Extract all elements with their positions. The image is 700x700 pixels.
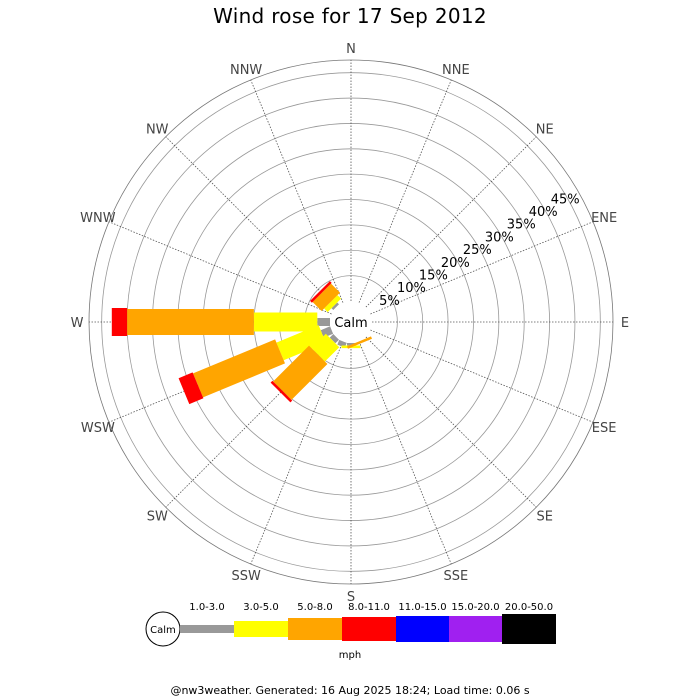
legend-swatch-5.0-8.0 xyxy=(288,618,342,640)
legend-bin-label: 11.0-15.0 xyxy=(398,602,446,613)
spoke-ese xyxy=(370,329,594,423)
bar-sse-5.0-8.0 xyxy=(347,336,372,349)
direction-label-sw: SW xyxy=(147,510,168,525)
direction-label-n: N xyxy=(346,42,356,57)
spoke-ne xyxy=(365,136,537,308)
legend-bin-label: 20.0-50.0 xyxy=(505,602,553,613)
page-title: Wind rose for 17 Sep 2012 xyxy=(213,4,487,28)
percent-label: 40% xyxy=(529,205,558,220)
bar-nw-8.0-11.0 xyxy=(310,281,332,303)
bar-w-1.0-3.0 xyxy=(317,318,330,326)
spoke-ene xyxy=(370,221,594,315)
bar-nw-5.0-8.0 xyxy=(312,283,340,311)
bar-wsw-8.0-11.0 xyxy=(178,372,204,405)
legend-calm-label: Calm xyxy=(150,625,176,636)
direction-label-se: SE xyxy=(537,510,553,525)
percent-label: 45% xyxy=(551,192,580,207)
bar-sw-8.0-11.0 xyxy=(270,380,293,403)
legend-swatch-20.0-50.0 xyxy=(502,614,556,644)
bar-nw-3.0-5.0 xyxy=(324,295,342,313)
direction-label-sse: SSE xyxy=(443,569,468,584)
legend-swatch-15.0-20.0 xyxy=(449,616,502,642)
direction-label-ne: NE xyxy=(536,122,554,137)
direction-label-ene: ENE xyxy=(591,211,617,226)
legend-bin-label: 8.0-11.0 xyxy=(348,602,390,613)
legend: Calm mph 1.0-3.0 3.0-5.0 5.0-8.0 8.0-11.0 11… xyxy=(145,602,556,661)
spoke-wnw xyxy=(108,221,332,315)
percent-label: 35% xyxy=(507,218,536,233)
bar-w-8.0-11.0 xyxy=(111,308,128,336)
spoke-se xyxy=(365,336,537,508)
direction-label-e: E xyxy=(621,316,629,331)
legend-bin-label: 1.0-3.0 xyxy=(189,602,224,613)
bar-w-5.0-8.0 xyxy=(127,309,254,335)
percent-label: 25% xyxy=(463,243,492,258)
spoke-nw xyxy=(165,136,337,308)
calm-label: Calm xyxy=(334,316,367,331)
percent-label: 30% xyxy=(485,230,514,245)
legend-swatch-1.0-3.0 xyxy=(180,625,234,633)
percent-label: 5% xyxy=(379,294,400,309)
legend-unit: mph xyxy=(339,650,361,661)
direction-label-nne: NNE xyxy=(442,63,470,78)
direction-label-ese: ESE xyxy=(592,421,617,436)
legend-swatch-3.0-5.0 xyxy=(234,621,288,637)
bar-sw-3.0-5.0 xyxy=(311,333,340,362)
percent-labels: 5%10%15%20%25%30%35%40%45% xyxy=(379,192,580,308)
direction-label-s: S xyxy=(347,590,355,605)
percent-label: 10% xyxy=(397,281,426,296)
bar-w-3.0-5.0 xyxy=(253,312,318,332)
bar-nw-1.0-3.0 xyxy=(331,302,339,310)
legend-swatch-11.0-15.0 xyxy=(396,616,449,642)
bar-wsw-1.0-3.0 xyxy=(320,326,334,338)
direction-label-nw: NW xyxy=(146,122,169,137)
legend-swatch-8.0-11.0 xyxy=(342,617,396,641)
footer-credit: @nw3weather. Generated: 16 Aug 2025 18:2… xyxy=(170,684,530,697)
direction-label-nnw: NNW xyxy=(230,63,262,78)
direction-labels: N NNE NE ENE E ESE SE SSE S SSW SW WSW W WNW NW NNW xyxy=(71,42,630,605)
legend-bin-label: 5.0-8.0 xyxy=(297,602,332,613)
percent-label: 15% xyxy=(419,268,448,283)
bar-sw-1.0-3.0 xyxy=(329,334,339,344)
wind-bars xyxy=(111,281,372,405)
direction-label-wnw: WNW xyxy=(80,211,116,226)
spoke-nne xyxy=(358,79,452,303)
calm-circle xyxy=(330,301,372,343)
bar-sw-5.0-8.0 xyxy=(273,345,328,400)
direction-label-w: W xyxy=(71,316,84,331)
spoke-nnw xyxy=(250,79,344,303)
direction-label-ssw: SSW xyxy=(231,569,261,584)
legend-bin-label: 15.0-20.0 xyxy=(451,602,499,613)
spoke-sse xyxy=(358,341,452,565)
bar-wsw-3.0-5.0 xyxy=(276,325,326,361)
legend-bin-label: 3.0-5.0 xyxy=(243,602,278,613)
direction-label-wsw: WSW xyxy=(81,421,115,436)
calm-center: Calm xyxy=(330,301,372,343)
spoke-ssw xyxy=(250,341,344,565)
percent-label: 20% xyxy=(441,256,470,271)
bar-wsw-5.0-8.0 xyxy=(193,339,285,398)
